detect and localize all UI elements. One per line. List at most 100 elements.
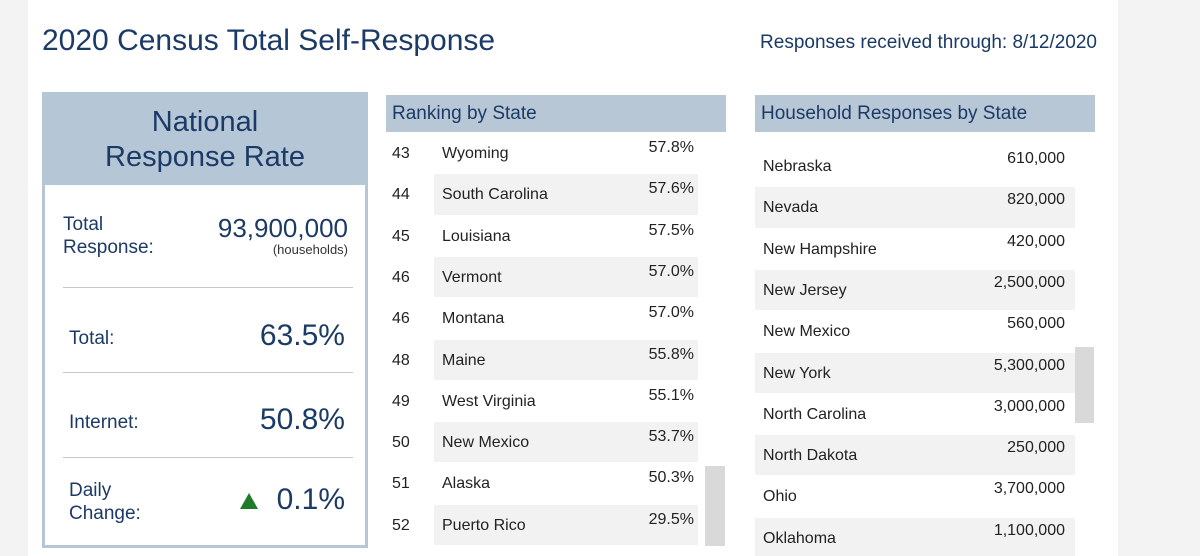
- row-shade: [434, 174, 698, 215]
- percent: 53.7%: [648, 428, 694, 446]
- metric-value: 50.8%: [259, 403, 345, 436]
- card-header: National Response Rate: [45, 95, 365, 185]
- state: Maine: [442, 351, 486, 369]
- rank: 52: [392, 516, 410, 534]
- households-list[interactable]: Nebraska 610,000 Nevada 820,000 New Hampshir…: [755, 146, 1095, 556]
- scrollbar[interactable]: [1075, 347, 1094, 423]
- ranking-row: 43 Wyoming 57.8%: [386, 133, 726, 174]
- state: New Mexico: [442, 434, 530, 452]
- row-shade: [434, 504, 698, 545]
- ranking-header: Ranking by State: [386, 95, 726, 132]
- metric-label: Total:: [69, 327, 114, 350]
- ranking-row: 52 Puerto Rico 29.5%: [386, 504, 726, 546]
- ranking-row: 45 Louisiana 57.5%: [386, 216, 726, 257]
- ranking-row: 49 West Virginia 55.1%: [386, 381, 726, 422]
- percent: 57.0%: [648, 304, 694, 322]
- rank: 46: [392, 268, 410, 286]
- state: Nebraska: [763, 158, 832, 175]
- separator: [63, 457, 353, 458]
- text-line: Daily: [69, 480, 112, 501]
- household-row: New York 5,300,000: [755, 352, 1095, 394]
- state: New Hampshire: [763, 240, 877, 258]
- text-line: Response:: [63, 237, 154, 258]
- percent: 55.8%: [648, 345, 694, 363]
- state: New York: [763, 364, 831, 382]
- text-line: Response Rate: [105, 141, 305, 173]
- rank: 50: [392, 434, 410, 452]
- national-card: National Response Rate Total Response: 93,9…: [42, 92, 368, 548]
- metric-label: Daily Change:: [69, 479, 141, 525]
- separator: [63, 287, 353, 288]
- row-shade: [755, 517, 1075, 556]
- state: Vermont: [442, 268, 502, 286]
- state: Montana: [442, 310, 505, 328]
- scrollbar[interactable]: [705, 466, 725, 546]
- ranking-row: 51 Alaska 50.3%: [386, 463, 726, 504]
- rank: 46: [392, 310, 410, 328]
- ranking-row: 46 Vermont 57.0%: [386, 256, 726, 298]
- row-shade: [434, 256, 698, 298]
- rank: 49: [392, 392, 410, 410]
- text-line: Total:: [69, 328, 115, 349]
- text-line: Change:: [69, 503, 141, 524]
- household-row: North Dakota 250,000: [755, 435, 1095, 476]
- state: Puerto Rico: [442, 516, 526, 534]
- state: Ohio: [763, 488, 797, 506]
- state: New Mexico: [763, 323, 851, 341]
- responses: 1,100,000: [993, 521, 1065, 539]
- state: West Virginia: [442, 392, 536, 410]
- responses: 560,000: [1007, 315, 1065, 333]
- ranking-row: 44 South Carolina 57.6%: [386, 174, 726, 215]
- responses: 2,500,000: [993, 273, 1065, 291]
- metric-unit: (households): [272, 242, 348, 257]
- text-line: National: [151, 106, 259, 138]
- responses: 420,000: [1007, 232, 1065, 250]
- ranking-row: 48 Maine 55.8%: [386, 339, 726, 381]
- responses: 820,000: [1007, 191, 1065, 209]
- row-shade: [755, 435, 1075, 476]
- metric-label: Total Response:: [63, 213, 154, 259]
- responses: 610,000: [1007, 150, 1065, 167]
- row-shade: [755, 352, 1075, 393]
- household-row: New Hampshire 420,000: [755, 229, 1095, 270]
- row-shade: [755, 269, 1075, 311]
- percent: 50.3%: [648, 469, 694, 487]
- percent: 57.8%: [648, 139, 694, 156]
- state: South Carolina: [442, 186, 548, 204]
- percent: 29.5%: [648, 510, 694, 528]
- rank: 48: [392, 351, 410, 369]
- household-row: New Mexico 560,000: [755, 311, 1095, 352]
- responses: 250,000: [1007, 439, 1065, 457]
- household-row: Ohio 3,700,000: [755, 476, 1095, 517]
- text-line: Total: [63, 214, 104, 235]
- up-arrow: [240, 493, 258, 509]
- responses: 3,000,000: [993, 397, 1065, 415]
- updated-date: Responses received through: 8/12/2020: [760, 32, 1097, 53]
- page-title: 2020 Census Total Self-Response: [42, 24, 496, 57]
- state: Nevada: [763, 199, 819, 217]
- household-row: Nevada 820,000: [755, 187, 1095, 228]
- state: Alaska: [442, 475, 491, 493]
- ranking-row: 50 New Mexico 53.7%: [386, 422, 726, 463]
- percent: 55.1%: [648, 386, 694, 404]
- rank: 43: [392, 145, 410, 162]
- rank: 44: [392, 186, 410, 204]
- rank: 51: [392, 475, 410, 493]
- row-shade: [434, 422, 698, 463]
- households-header: Household Responses by State: [755, 95, 1095, 132]
- percent: 57.6%: [648, 180, 694, 198]
- percent: 57.5%: [648, 221, 694, 239]
- ranking-list[interactable]: 43 Wyoming 57.8% 44 South Carolina 57.6% 45 Lou…: [386, 133, 726, 546]
- household-row: North Carolina 3,000,000: [755, 394, 1095, 435]
- percent: 57.0%: [648, 262, 694, 280]
- metric-value: 0.1%: [276, 483, 345, 516]
- state: North Carolina: [763, 405, 867, 423]
- state: North Dakota: [763, 447, 858, 465]
- ranking-row: 46 Montana 57.0%: [386, 298, 726, 339]
- responses: 5,300,000: [993, 356, 1065, 374]
- household-row: Oklahoma 1,100,000: [755, 517, 1095, 556]
- separator: [63, 372, 353, 373]
- state: Louisiana: [442, 227, 511, 245]
- row-shade: [434, 339, 698, 380]
